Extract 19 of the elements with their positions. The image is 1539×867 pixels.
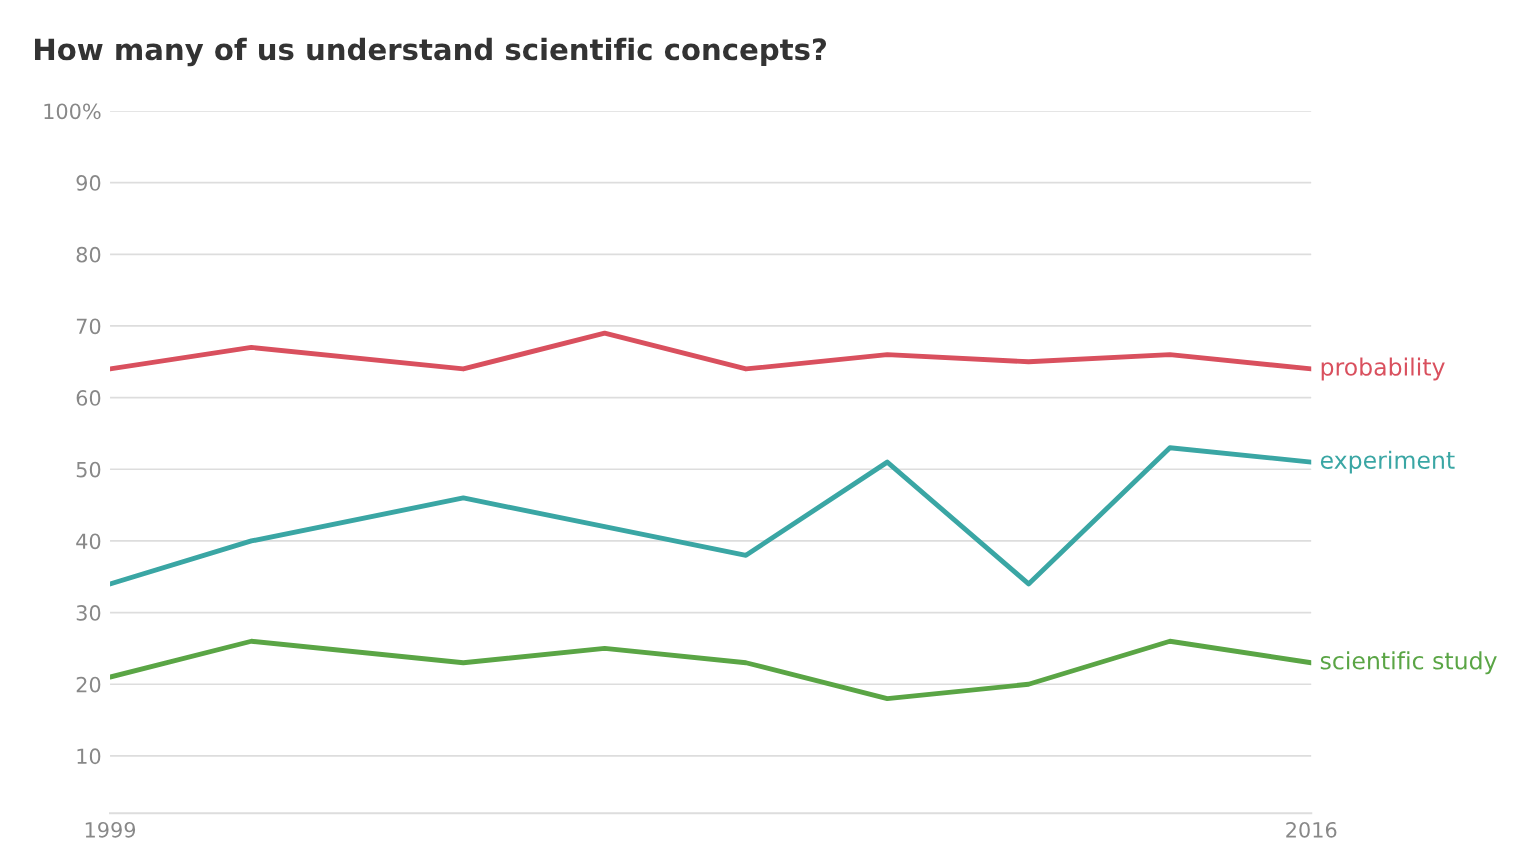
line-series <box>110 638 1312 702</box>
line-series <box>110 445 1312 587</box>
x-tick-label: 1999 <box>85 821 136 838</box>
series-label: probability <box>1321 357 1445 381</box>
y-tick-label: 10 <box>77 748 101 765</box>
y-tick-label: 20 <box>76 676 101 693</box>
x-tick-label: 2016 <box>1286 821 1337 838</box>
y-tick-label: 80 <box>76 246 101 263</box>
y-tick-label: 60 <box>76 390 101 406</box>
y-tick-label: 90 <box>76 175 101 191</box>
y-tick-label: 100% <box>44 103 101 120</box>
series-label: scientific study <box>1320 651 1497 675</box>
y-tick-label: 40 <box>76 533 101 550</box>
y-tick-label: 50 <box>76 461 101 478</box>
line-series <box>110 330 1312 372</box>
y-tick-label: 70 <box>76 318 101 335</box>
chart-title: How many of us understand scientific concepts? <box>35 37 827 67</box>
series-label: experiment <box>1320 450 1455 474</box>
y-tick-label: 30 <box>76 605 101 621</box>
